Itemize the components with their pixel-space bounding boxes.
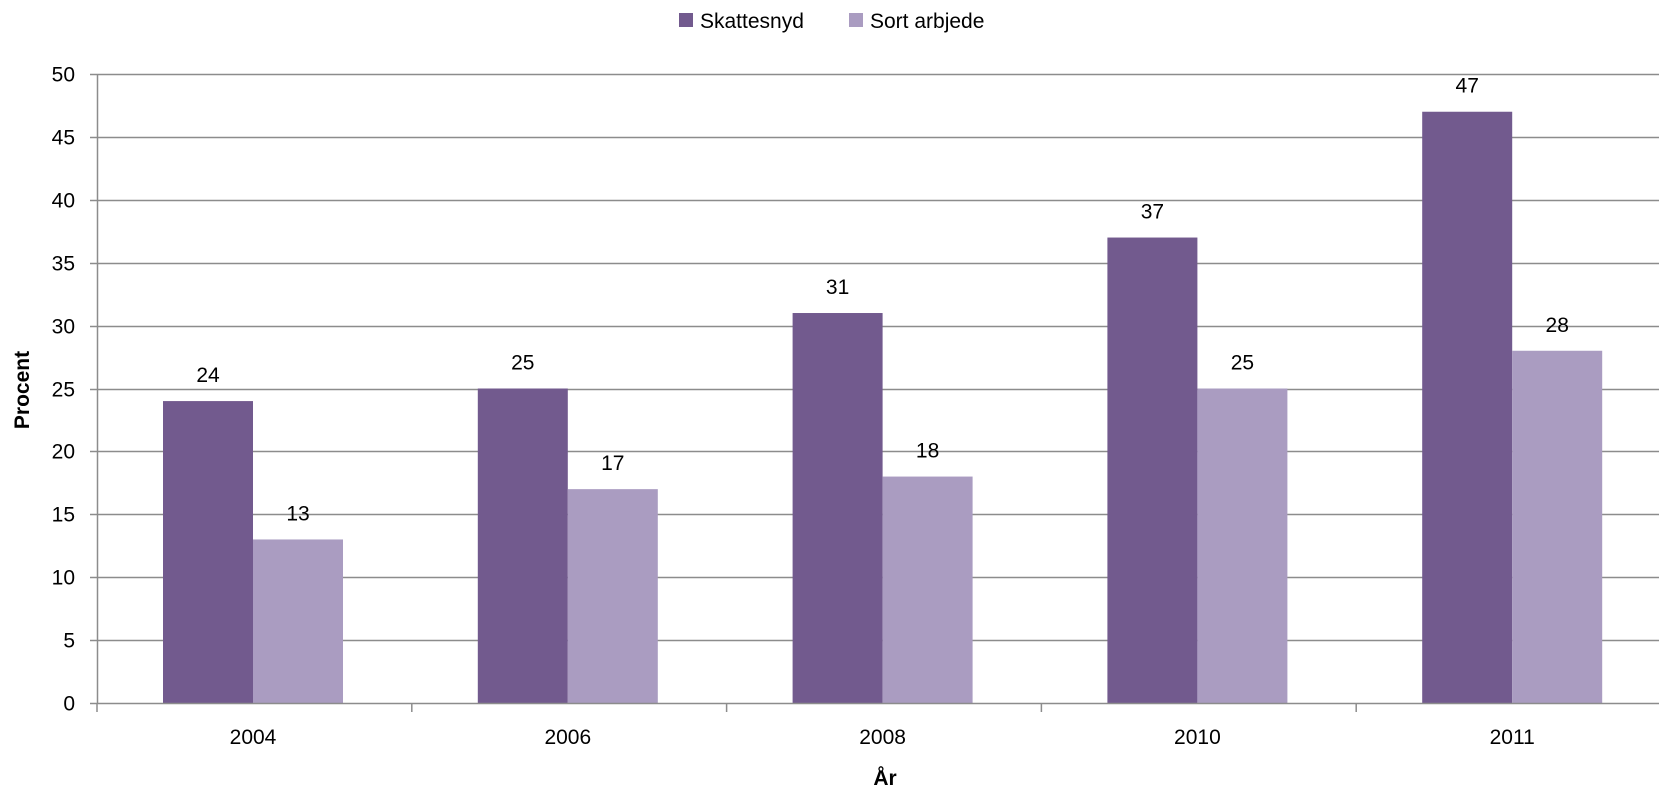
y-axis-title: Procent: [11, 351, 34, 429]
x-tick-label: 2011: [1490, 726, 1535, 749]
data-label: 25: [511, 352, 534, 375]
y-tick-label: 20: [52, 441, 75, 464]
data-label: 13: [286, 502, 309, 525]
bar-skattesnyd-2008: [792, 313, 883, 703]
legend-label: Sort arbjede: [870, 10, 984, 33]
data-label: 17: [601, 452, 624, 475]
x-tick-label: 2008: [859, 726, 906, 749]
bar-sort-arbjede-2011: [1512, 350, 1603, 703]
data-label: 31: [826, 276, 849, 299]
bar-sort-arbjede-2008: [882, 476, 973, 703]
bar-sort-arbjede-2004: [253, 539, 343, 703]
data-label: 47: [1456, 75, 1479, 98]
bar-skattesnyd-2006: [477, 388, 568, 703]
y-tick-label: 30: [52, 316, 75, 339]
x-tick-label: 2006: [544, 726, 591, 749]
data-label: 18: [916, 440, 939, 463]
data-label: 24: [196, 364, 220, 387]
bar-sort-arbjede-2010: [1197, 388, 1288, 703]
bar-sort-arbjede-2006: [567, 489, 658, 703]
data-label: 37: [1141, 201, 1164, 224]
x-tick-label: 2010: [1174, 726, 1221, 749]
x-axis-title: År: [873, 766, 896, 790]
data-labels: 24 13 25 17 31 18 37 25 47 28: [196, 75, 1569, 526]
axes: 0 5 10 15 20 25 30 35 40 45 50 2004 2006 2008 2010 2011: [52, 64, 1659, 749]
bar-skattesnyd-2004: [163, 401, 253, 703]
y-tick-label: 5: [63, 630, 75, 653]
legend-item-skattesnyd: Skattesnyd: [679, 10, 804, 33]
bars: [163, 111, 1603, 704]
y-tick-label: 15: [52, 504, 75, 527]
legend: Skattesnyd Sort arbjede: [679, 10, 984, 33]
legend-swatch: [849, 13, 863, 27]
data-label: 28: [1546, 314, 1569, 337]
data-label: 25: [1231, 352, 1254, 375]
y-tick-label: 25: [52, 379, 75, 402]
y-tick-label: 35: [52, 253, 75, 276]
y-tick-label: 10: [52, 567, 75, 590]
legend-label: Skattesnyd: [700, 10, 804, 33]
y-tick-label: 40: [52, 190, 75, 213]
bar-skattesnyd-2011: [1422, 111, 1513, 704]
legend-item-sort-arbjede: Sort arbjede: [849, 10, 984, 33]
legend-swatch: [679, 13, 693, 27]
bar-skattesnyd-2010: [1107, 237, 1198, 704]
y-tick-label: 50: [52, 64, 75, 87]
y-tick-label: 45: [52, 127, 75, 150]
y-tick-label: 0: [63, 693, 75, 716]
x-tick-label: 2004: [230, 726, 277, 749]
